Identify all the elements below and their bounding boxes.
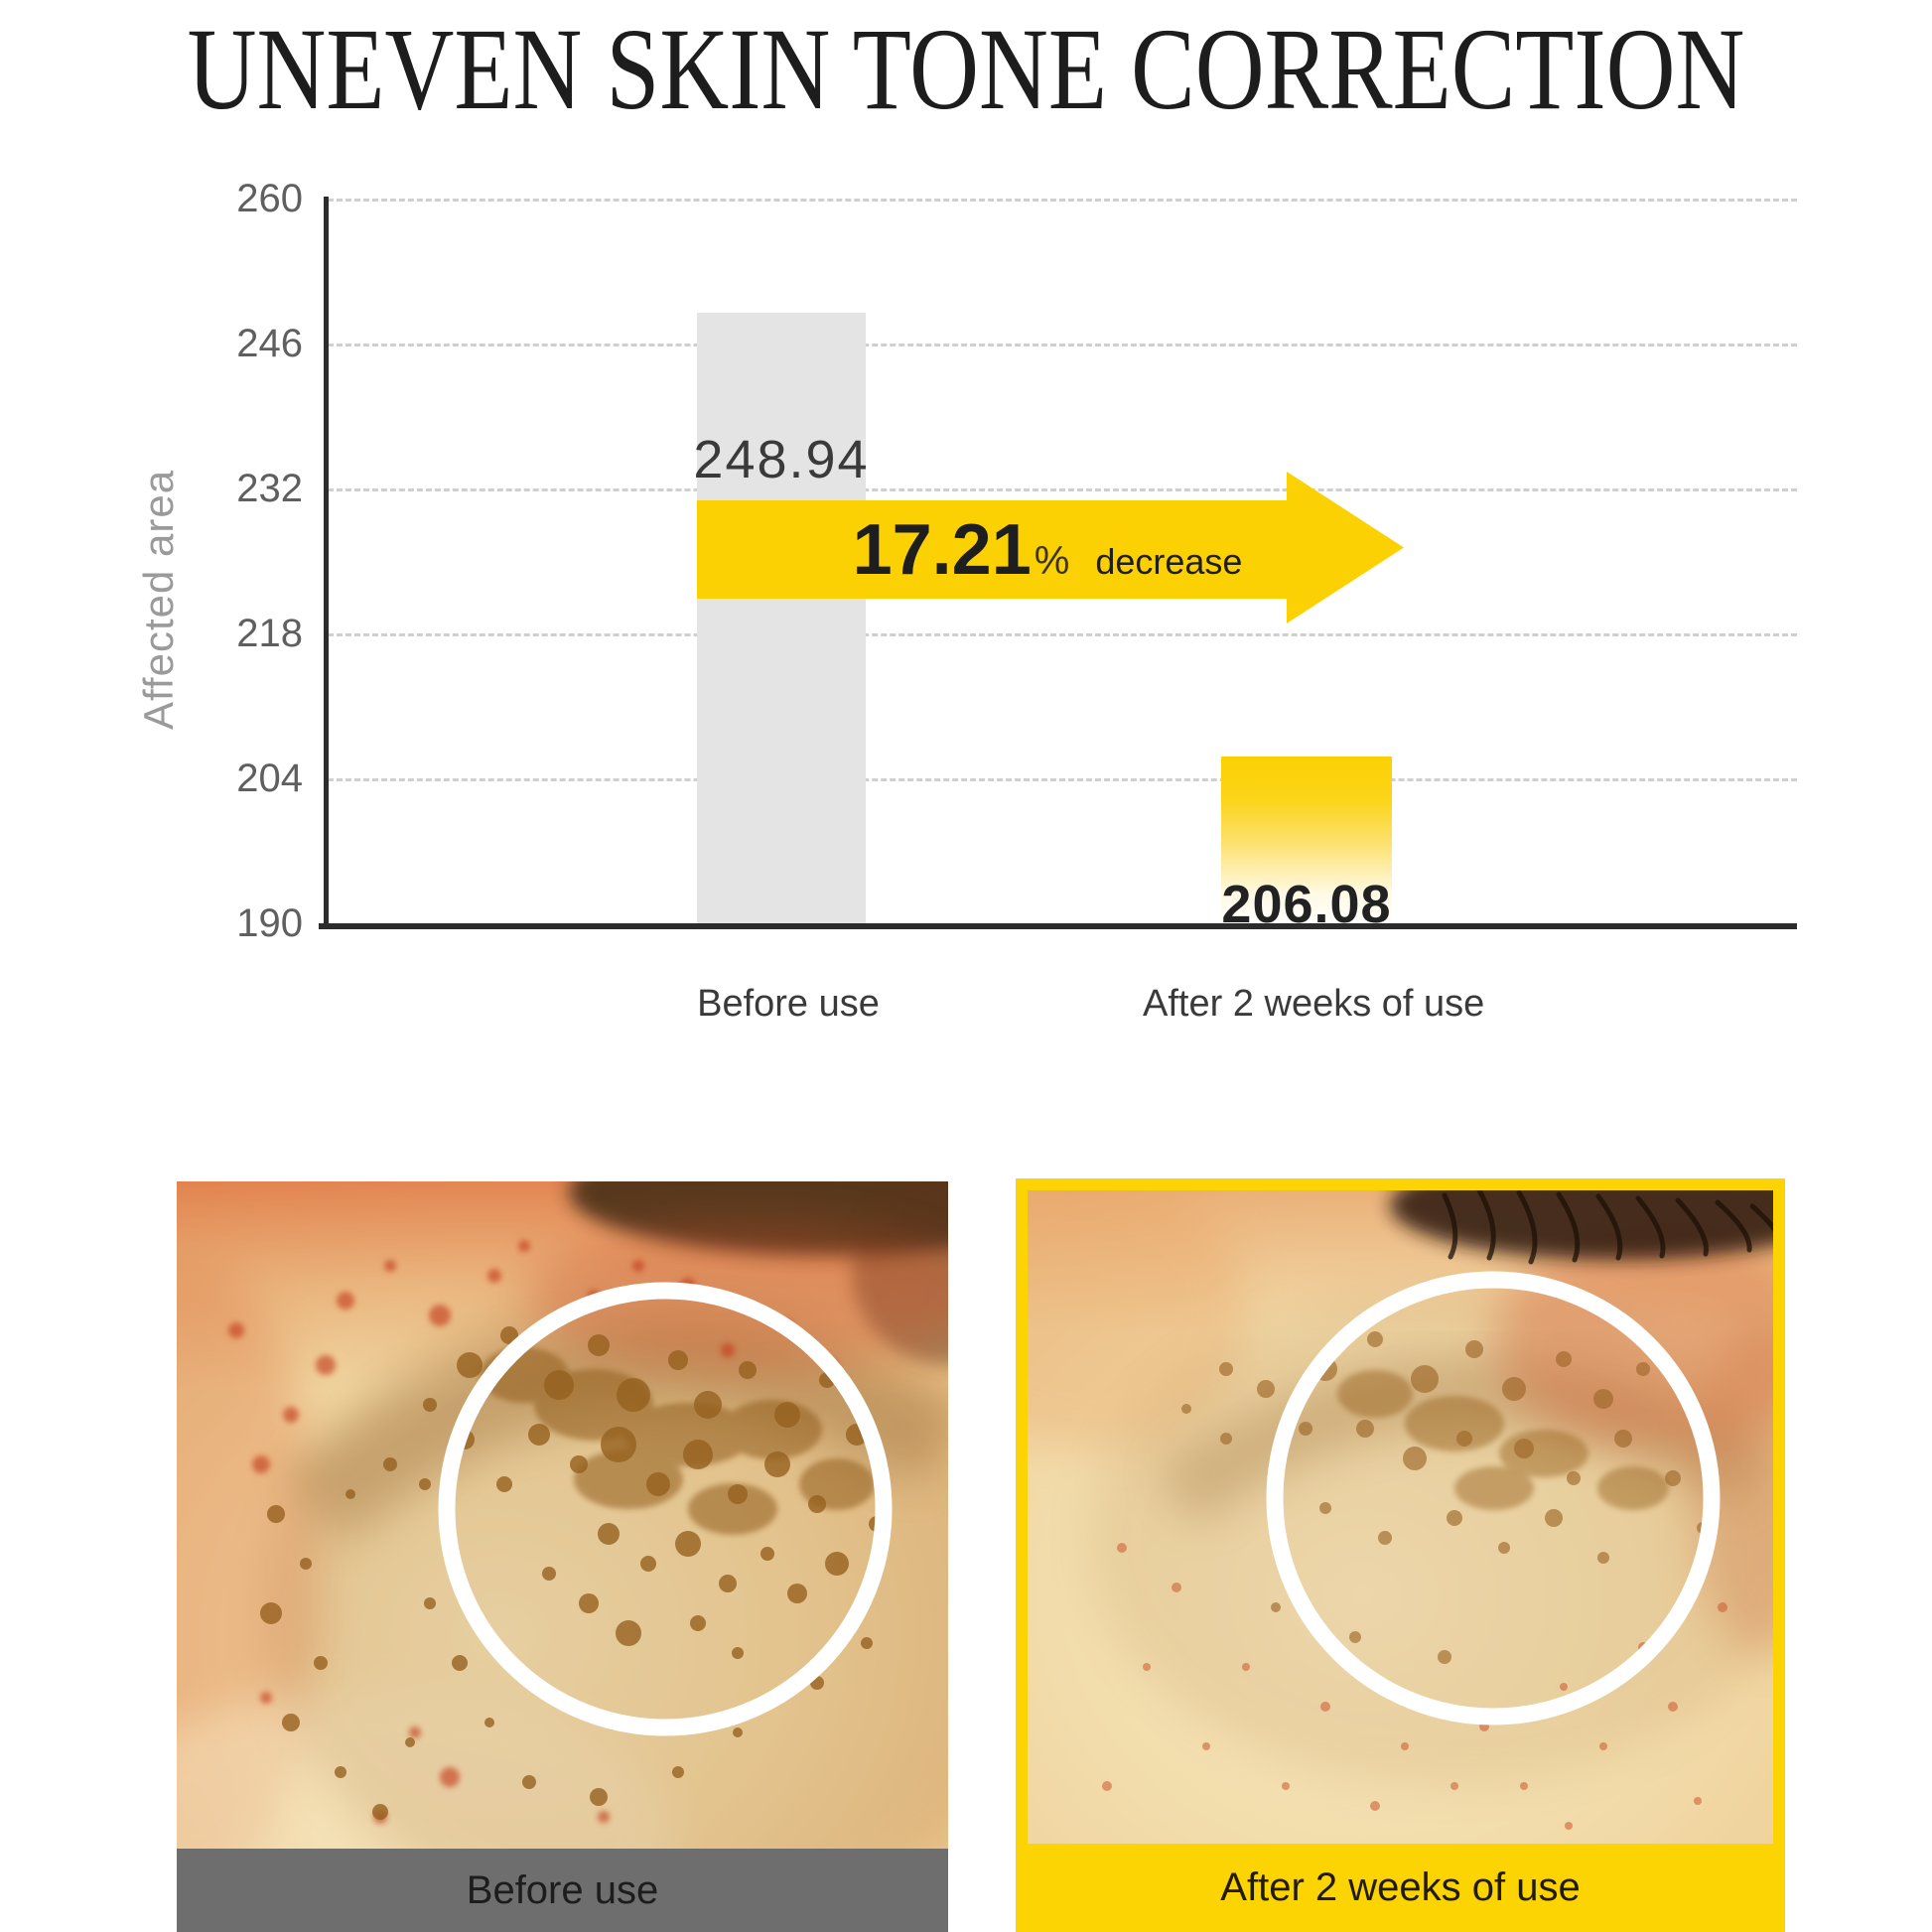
gridline-260: [328, 199, 1797, 202]
x-label-after: After 2 weeks of use: [1143, 983, 1485, 1025]
y-axis-line: [324, 197, 329, 925]
bar-before-use: [697, 313, 866, 923]
x-axis-line: [319, 923, 1797, 929]
red-freckles: [1102, 1543, 1727, 1830]
y-tick-190: 190: [236, 901, 303, 945]
highlight-circle-before: [438, 1282, 893, 1736]
y-tick-246: 246: [236, 322, 303, 365]
gridline-204: [328, 778, 1797, 781]
before-photo: [177, 1181, 948, 1849]
gridline-246: [328, 344, 1797, 346]
before-caption-bar: Before use: [177, 1849, 948, 1932]
page-title: UNEVEN SKIN TONE CORRECTION: [187, 4, 1745, 134]
x-label-before: Before use: [697, 983, 880, 1025]
y-tick-218: 218: [236, 612, 303, 655]
decrease-text: decrease: [1095, 540, 1243, 582]
after-card: After 2 weeks of use: [1016, 1178, 1785, 1932]
gridline-218: [328, 633, 1797, 636]
before-card: Before use: [177, 1181, 948, 1932]
value-label-before: 248.94: [693, 430, 870, 489]
y-tick-204: 204: [236, 757, 303, 800]
after-photo: [1028, 1190, 1773, 1844]
plot-area: 248.94 206.08 17.21 % decrease: [319, 197, 1797, 934]
y-tick-260: 260: [236, 177, 303, 220]
value-label-after: 206.08: [1221, 875, 1392, 934]
decrease-annotation: 17.21 % decrease: [769, 500, 1325, 599]
bar-after-use: [1221, 757, 1392, 923]
brown-spots: [1181, 1331, 1709, 1664]
highlight-circle-after: [1266, 1271, 1721, 1725]
decrease-value: 17.21: [852, 509, 1032, 590]
after-caption-bar: After 2 weeks of use: [1220, 1865, 1581, 1909]
decrease-arrow-icon: [697, 472, 1404, 623]
gridline-232: [328, 488, 1797, 491]
y-tick-232: 232: [236, 467, 303, 510]
decrease-unit: %: [1034, 538, 1070, 583]
eyebrow-hairs: [1442, 1190, 1773, 1265]
